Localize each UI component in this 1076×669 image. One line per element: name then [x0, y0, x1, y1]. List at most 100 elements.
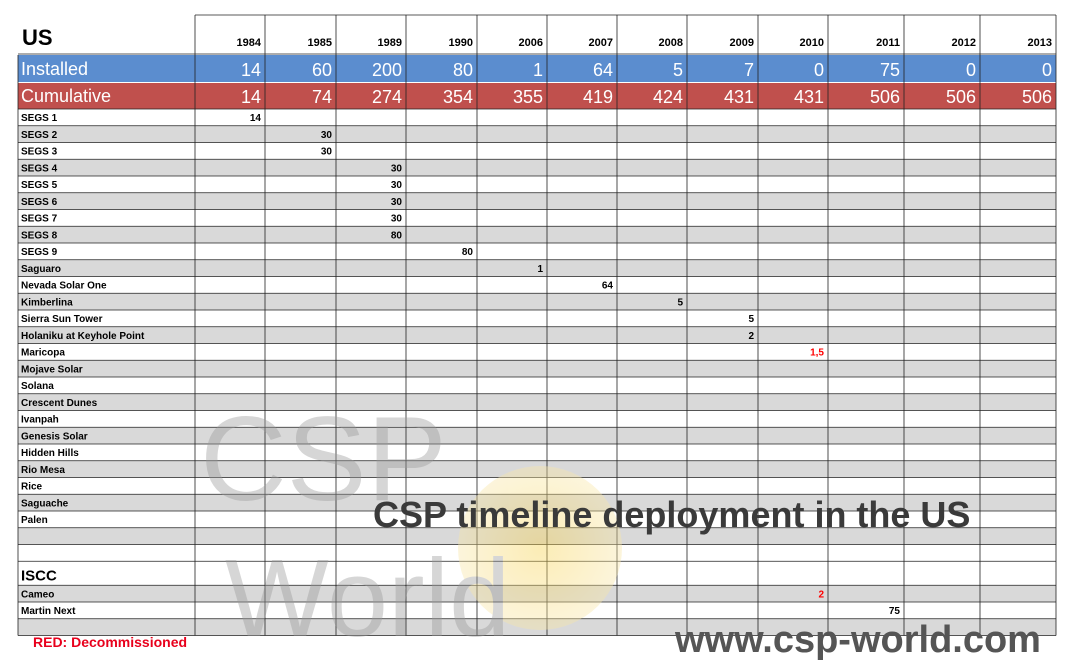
plant-name: Hidden Hills — [21, 448, 79, 459]
watermark: CSP World — [200, 392, 622, 660]
summary-value: 60 — [312, 60, 332, 80]
summary-value: 14 — [241, 60, 261, 80]
plant-name: Rio Mesa — [21, 465, 65, 476]
row-shade — [18, 326, 1056, 344]
year-header: 1989 — [378, 37, 402, 49]
summary-value: 355 — [513, 87, 543, 107]
plant-name: Cameo — [21, 589, 54, 600]
plant-name: Crescent Dunes — [21, 398, 98, 409]
summary-value: 354 — [443, 87, 473, 107]
summary-value: 75 — [880, 60, 900, 80]
summary-value: 14 — [241, 87, 261, 107]
summary-value: 74 — [312, 87, 332, 107]
cell-value: 30 — [321, 147, 333, 158]
plant-name: SEGS 2 — [21, 130, 58, 141]
cell-value: 5 — [677, 297, 683, 308]
year-header: 2007 — [589, 37, 613, 49]
plant-name: SEGS 7 — [21, 214, 58, 225]
summary-value: 80 — [453, 60, 473, 80]
row-shade — [18, 159, 1056, 176]
year-header: 2008 — [659, 37, 683, 49]
year-header: 2011 — [876, 37, 900, 49]
installed-row — [18, 55, 1056, 82]
cell-value: 2 — [818, 589, 824, 600]
section-title: ISCC — [21, 567, 57, 584]
row-shade — [18, 192, 1056, 210]
watermark-text: World — [225, 537, 510, 660]
row-label: Installed — [21, 59, 88, 79]
plant-name: SEGS 9 — [21, 247, 58, 258]
summary-value: 506 — [946, 87, 976, 107]
website: www.csp-world.com — [674, 619, 1041, 661]
summary-value: 0 — [814, 60, 824, 80]
row-shade — [18, 393, 1056, 411]
year-header: 1984 — [237, 37, 262, 49]
row-shade — [18, 125, 1056, 143]
cell-value: 14 — [250, 113, 262, 124]
plant-name: SEGS 1 — [21, 113, 58, 124]
year-header: 2010 — [800, 37, 824, 49]
watermark-text: CSP — [200, 392, 447, 526]
cell-value: 80 — [391, 230, 403, 241]
summary-value: 64 — [593, 60, 613, 80]
plant-name: Maricopa — [21, 348, 65, 359]
plant-name: Saguache — [21, 498, 69, 509]
plant-name: Kimberlina — [21, 297, 73, 308]
cell-value: 1,5 — [810, 348, 824, 359]
row-shade — [18, 427, 1056, 444]
cell-value: 64 — [602, 281, 614, 292]
year-header: 2009 — [730, 37, 754, 49]
plant-name: Palen — [21, 515, 48, 526]
cell-value: 30 — [321, 130, 333, 141]
summary-value: 506 — [870, 87, 900, 107]
plant-name: SEGS 8 — [21, 230, 58, 241]
overlay-title: CSP timeline deployment in the US — [373, 494, 970, 535]
summary-value: 506 — [1022, 87, 1052, 107]
plant-name: Sierra Sun Tower — [21, 314, 103, 325]
summary-value: 5 — [673, 60, 683, 80]
summary-value: 431 — [794, 87, 824, 107]
summary-value: 419 — [583, 87, 613, 107]
cell-value: 1 — [537, 264, 543, 275]
cell-value: 30 — [391, 214, 403, 225]
row-shade — [18, 293, 1056, 310]
plant-name: SEGS 6 — [21, 197, 58, 208]
year-header: 1985 — [308, 37, 332, 49]
legend-note: RED: Decommissioned — [33, 634, 187, 650]
plant-name: Ivanpah — [21, 415, 59, 426]
cell-value: 5 — [748, 314, 754, 325]
sheet-title: US — [22, 25, 53, 50]
plant-name: SEGS 4 — [21, 163, 58, 174]
year-header: 2006 — [519, 37, 543, 49]
cumulative-row — [18, 83, 1056, 109]
plant-name: Genesis Solar — [21, 431, 88, 442]
plant-name: Rice — [21, 482, 43, 493]
plant-name: Nevada Solar One — [21, 281, 107, 292]
year-header: 2013 — [1028, 37, 1052, 49]
cell-value: 30 — [391, 197, 403, 208]
plant-name: Solana — [21, 381, 54, 392]
summary-value: 424 — [653, 87, 683, 107]
summary-value: 7 — [744, 60, 754, 80]
plant-name: Saguaro — [21, 264, 61, 275]
cell-value: 2 — [748, 331, 754, 342]
row-shade — [18, 360, 1056, 377]
summary-value: 1 — [533, 60, 543, 80]
plant-name: Martin Next — [21, 606, 76, 617]
cell-value: 30 — [391, 163, 403, 174]
summary-value: 274 — [372, 87, 402, 107]
summary-value: 0 — [966, 60, 976, 80]
summary-value: 0 — [1042, 60, 1052, 80]
plant-name: SEGS 3 — [21, 147, 58, 158]
summary-value: 200 — [372, 60, 402, 80]
year-header: 1990 — [449, 37, 473, 49]
row-shade — [18, 259, 1056, 277]
cell-value: 80 — [462, 247, 474, 258]
cell-value: 75 — [889, 606, 901, 617]
plant-name: Mojave Solar — [21, 364, 83, 375]
plant-name: Holaniku at Keyhole Point — [21, 331, 145, 342]
year-header: 2012 — [952, 37, 976, 49]
row-shade — [18, 226, 1056, 243]
sun-logo — [458, 466, 622, 630]
